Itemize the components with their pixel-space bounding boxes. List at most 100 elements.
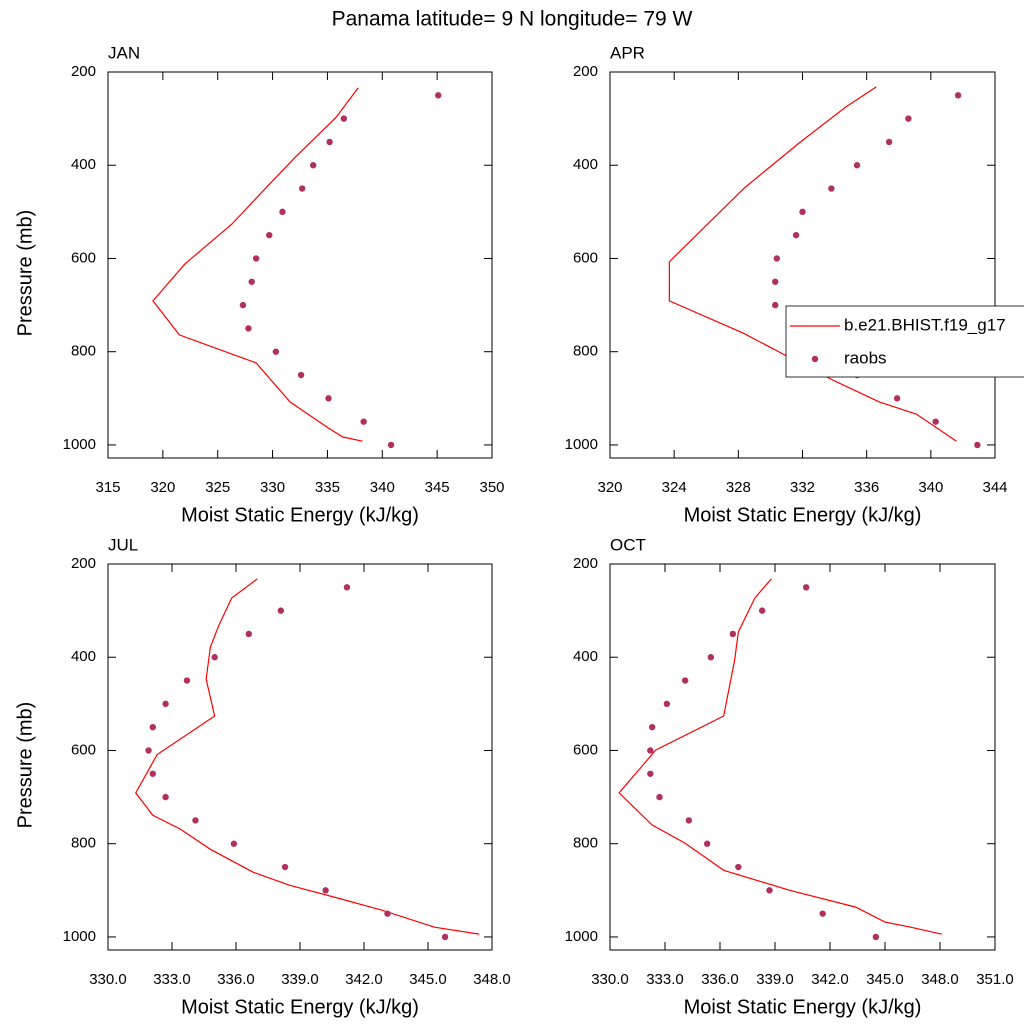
model-line <box>668 86 957 442</box>
obs-point <box>792 231 800 239</box>
obs-point <box>248 278 255 285</box>
x-tick-label: 333.0 <box>646 971 684 988</box>
y-tick-label: 600 <box>573 249 598 266</box>
obs-point <box>340 115 348 122</box>
obs-point <box>893 395 901 402</box>
obs-point <box>162 793 169 801</box>
obs-point <box>387 441 395 449</box>
legend-marker <box>811 355 819 363</box>
obs-point <box>441 933 449 941</box>
legend-label: raobs <box>844 348 887 367</box>
obs-point <box>325 395 332 402</box>
x-tick-label: 351.0 <box>976 971 1014 988</box>
y-tick-label: 1000 <box>565 928 598 945</box>
x-tick-label: 336 <box>854 479 879 496</box>
obs-point <box>343 584 351 591</box>
plot-frame <box>107 71 493 459</box>
x-tick-label: 350 <box>479 479 504 496</box>
legend-box <box>785 305 1024 378</box>
y-axis-label: Pressure (mb) <box>14 210 36 337</box>
obs-point <box>149 770 156 777</box>
obs-point <box>272 348 280 355</box>
model-line <box>618 578 942 935</box>
x-axis-label: Moist Static Energy (kJ/kg) <box>684 504 922 526</box>
model-line <box>135 578 480 935</box>
obs-point <box>954 92 962 99</box>
x-tick-label: 328 <box>726 479 751 496</box>
x-tick-label: 342.0 <box>811 971 849 988</box>
y-tick-label: 800 <box>71 343 96 360</box>
x-axis-label: Moist Static Energy (kJ/kg) <box>684 996 922 1018</box>
panel: OCT 330.0 333.0 336.0 339.0 342.0 345.0 348.0 35… <box>565 535 1014 1018</box>
obs-point <box>932 418 939 425</box>
obs-point <box>326 138 333 146</box>
obs-point <box>211 654 218 661</box>
obs-point <box>245 325 252 332</box>
panel: JUL 330.0 333.0 336.0 339.0 342.0 345.0 348.0 20… <box>14 535 510 1018</box>
panel-title: JAN <box>108 43 140 62</box>
y-tick-label: 800 <box>71 835 96 852</box>
legend-label: b.e21.BHIST.f19_g17 <box>844 315 1006 334</box>
obs-point <box>647 770 654 777</box>
y-axis-label: Pressure (mb) <box>14 702 36 829</box>
y-tick-label: 400 <box>573 648 598 665</box>
y-tick-label: 200 <box>71 555 96 572</box>
obs-point <box>252 255 260 262</box>
x-tick-label: 320 <box>597 479 622 496</box>
obs-point <box>183 677 191 684</box>
y-tick-label: 600 <box>71 741 96 758</box>
x-tick-label: 340 <box>370 479 395 496</box>
x-axis-label: Moist Static Energy (kJ/kg) <box>181 504 419 526</box>
figure-title: Panama latitude= 9 N longitude= 79 W <box>332 8 693 31</box>
obs-point <box>149 723 156 731</box>
x-tick-label: 340 <box>918 479 943 496</box>
y-tick-label: 1000 <box>565 436 598 453</box>
obs-point <box>360 418 367 425</box>
obs-point <box>703 840 711 847</box>
x-tick-label: 330.0 <box>591 971 629 988</box>
obs-point <box>309 162 317 169</box>
x-tick-label: 324 <box>662 479 687 496</box>
obs-point <box>230 840 238 847</box>
x-tick-label: 325 <box>205 479 230 496</box>
panel-title: APR <box>610 43 645 62</box>
y-tick-label: 400 <box>71 648 96 665</box>
obs-point <box>192 817 199 824</box>
obs-point <box>648 723 656 731</box>
x-tick-label: 332 <box>790 479 815 496</box>
obs-point <box>819 910 826 917</box>
y-tick-label: 400 <box>573 156 598 173</box>
obs-point <box>245 630 252 638</box>
x-tick-label: 348.0 <box>473 971 511 988</box>
obs-point <box>799 208 806 216</box>
y-tick-label: 200 <box>573 555 598 572</box>
obs-point <box>647 747 654 754</box>
obs-point <box>281 863 289 871</box>
x-tick-label: 345.0 <box>866 971 904 988</box>
obs-point <box>162 700 169 708</box>
y-tick-label: 1000 <box>63 928 96 945</box>
x-tick-label: 348.0 <box>921 971 959 988</box>
obs-point <box>773 255 781 262</box>
x-tick-label: 320 <box>150 479 175 496</box>
obs-point <box>145 747 152 754</box>
obs-point <box>266 231 273 239</box>
obs-point <box>729 630 737 638</box>
x-tick-label: 336.0 <box>217 971 255 988</box>
x-tick-label: 336.0 <box>701 971 739 988</box>
obs-point <box>872 933 880 941</box>
x-tick-label: 330.0 <box>89 971 127 988</box>
obs-point <box>279 208 286 216</box>
y-tick-label: 600 <box>71 249 96 266</box>
x-tick-label: 335 <box>315 479 340 496</box>
x-tick-label: 344 <box>982 479 1007 496</box>
y-tick-label: 800 <box>573 835 598 852</box>
y-tick-label: 200 <box>573 63 598 80</box>
x-tick-label: 345.0 <box>409 971 447 988</box>
obs-point <box>707 654 715 661</box>
obs-point <box>853 162 861 169</box>
obs-point <box>772 278 779 285</box>
obs-point <box>735 863 742 871</box>
